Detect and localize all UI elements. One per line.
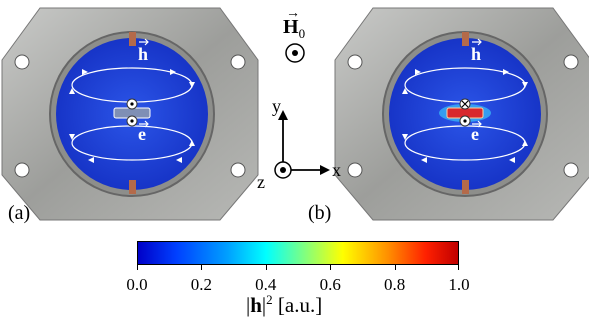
vector-arrow-icon: → — [286, 6, 300, 21]
x-axis-label: x — [332, 160, 341, 180]
port-top — [129, 32, 136, 46]
colorbar-tick — [330, 265, 332, 270]
mounting-hole — [14, 162, 30, 178]
colorbar-tick-label: 0.0 — [126, 275, 148, 294]
mounting-hole — [230, 162, 246, 178]
colorbar-tick-label: 0.6 — [319, 275, 341, 294]
e-field-label: e — [471, 124, 479, 144]
colorbar-tick — [201, 265, 203, 270]
arrow-head — [415, 69, 421, 75]
colorbar-title: |h|2 [a.u.] — [246, 292, 323, 317]
e-field-label: e — [138, 124, 146, 144]
port-bottom — [129, 180, 136, 194]
arrow-head — [69, 134, 75, 140]
arrow-head — [402, 88, 408, 94]
colorbar-tick — [394, 265, 396, 270]
panel-label-b: (b) — [308, 202, 332, 224]
mounting-hole — [14, 54, 30, 70]
colorbar-tick — [265, 265, 267, 270]
colorbar: 0.0 0.2 0.4 0.6 0.8 1.0 — [126, 241, 470, 294]
arrow-head — [82, 69, 88, 75]
colorbar-tick-label: 0.4 — [255, 275, 277, 294]
colorbar-gradient — [137, 241, 459, 265]
port-top — [462, 32, 469, 46]
port-bottom — [462, 180, 469, 194]
arrow-head — [170, 69, 176, 75]
mounting-hole — [347, 162, 363, 178]
arrow-head — [503, 69, 509, 75]
colorbar-tick — [458, 265, 459, 270]
panel-label-a: (a) — [8, 202, 31, 224]
arrow-head — [522, 140, 528, 146]
arrow-head — [421, 157, 427, 163]
arrow-head — [189, 82, 195, 88]
coordinate-axes: y x z — [257, 96, 341, 191]
colorbar-tick-label: 0.8 — [383, 275, 406, 294]
colorbar-tick-label: 1.0 — [448, 275, 470, 294]
mounting-hole — [230, 54, 246, 70]
arrow-head — [402, 134, 408, 140]
bias-field-dot-symbol — [285, 43, 305, 63]
cavity-panel-a: h e — [1, 7, 259, 221]
colorbar-tick — [137, 265, 138, 270]
bias-field-label: → H0 — [283, 6, 306, 41]
colorbar-tick-label: 0.2 — [190, 275, 213, 294]
arrow-head — [189, 140, 195, 146]
z-axis-label: z — [257, 172, 265, 191]
arrow-head — [176, 157, 182, 163]
h-field-label: h — [471, 44, 481, 64]
mounting-hole — [563, 54, 579, 70]
arrow-head — [509, 157, 515, 163]
mounting-hole — [347, 54, 363, 70]
y-axis-label: y — [272, 96, 281, 116]
arrow-head — [69, 88, 75, 94]
arrow-head — [88, 157, 94, 163]
cavity-panel-b: h e — [334, 7, 589, 221]
h-field-label: h — [138, 44, 148, 64]
mounting-hole — [563, 162, 579, 178]
arrow-head — [522, 82, 528, 88]
